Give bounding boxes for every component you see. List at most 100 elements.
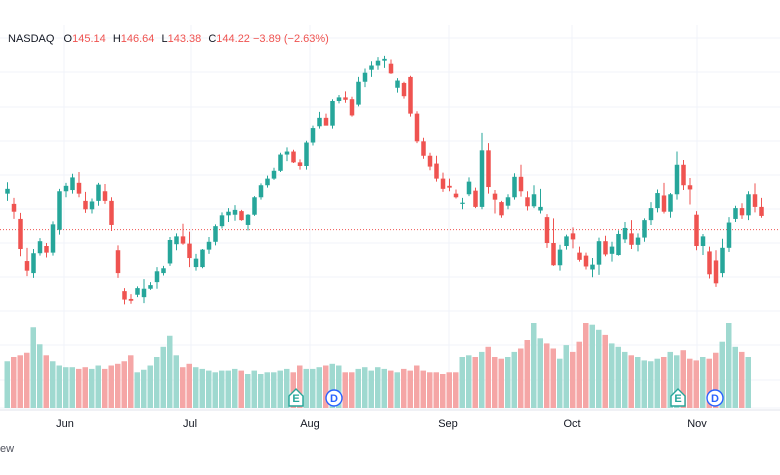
earnings-icon[interactable]: E xyxy=(670,388,686,407)
volume-bar xyxy=(641,360,647,408)
x-axis-label: Sep xyxy=(438,418,458,430)
candle-body xyxy=(44,246,49,253)
candle-body xyxy=(375,60,381,66)
volume-bar xyxy=(394,372,400,408)
candle-body xyxy=(661,195,667,212)
candle xyxy=(336,94,342,104)
candle-body xyxy=(759,206,764,216)
candle-body xyxy=(63,185,69,192)
candle-body xyxy=(577,252,582,260)
candle xyxy=(473,187,478,209)
candle-body xyxy=(258,185,264,198)
volume-bar xyxy=(245,374,251,408)
volume-bar xyxy=(648,361,654,408)
candle-body xyxy=(135,288,140,295)
volume-bar xyxy=(368,370,374,408)
candle-body xyxy=(187,243,192,259)
candle xyxy=(427,152,433,171)
x-axis-label: Aug xyxy=(300,418,320,430)
candle xyxy=(551,218,556,266)
volume-bar xyxy=(180,367,186,408)
candle-body xyxy=(239,211,244,221)
candle-body xyxy=(154,271,160,283)
candle-body xyxy=(356,81,361,105)
candle-body xyxy=(486,150,491,188)
candle-body xyxy=(148,285,153,289)
volume-bar xyxy=(518,348,524,408)
high-value: 146.64 xyxy=(120,33,155,45)
candle-body xyxy=(323,117,329,126)
candle xyxy=(674,151,680,200)
change-value: −3.89 (−2.63%) xyxy=(253,33,329,45)
volume-bar xyxy=(232,368,238,408)
candle xyxy=(570,227,576,249)
x-axis-label: Jul xyxy=(183,418,197,430)
candle xyxy=(460,197,465,210)
volume-bar xyxy=(167,335,173,408)
candle-body xyxy=(336,97,342,101)
candle-body xyxy=(395,80,400,88)
dividend-icon[interactable]: D xyxy=(325,389,343,407)
candle-body xyxy=(518,176,524,192)
candle-body xyxy=(622,227,628,240)
volume-bar xyxy=(661,357,667,408)
candle xyxy=(486,143,491,194)
volume-bar xyxy=(329,363,335,408)
candle xyxy=(577,246,582,262)
candle xyxy=(408,75,413,117)
volume-bar xyxy=(11,357,17,408)
volume-bar xyxy=(310,368,316,408)
candle xyxy=(479,132,485,210)
candle xyxy=(219,212,225,229)
volume-bar xyxy=(193,367,199,408)
candle-body xyxy=(460,202,465,204)
candle xyxy=(720,238,725,278)
candle-body xyxy=(525,197,530,207)
candle-body xyxy=(583,255,589,267)
low-value: 143.38 xyxy=(167,33,202,45)
candle xyxy=(102,184,108,204)
candle xyxy=(206,236,212,254)
candlesticks xyxy=(5,55,764,305)
x-axis-label: Nov xyxy=(687,418,707,430)
volume-bar xyxy=(251,370,257,408)
volume-bar xyxy=(336,365,342,408)
volume-bar xyxy=(264,372,270,408)
candle-body xyxy=(453,193,459,198)
candle xyxy=(382,55,387,68)
volume-bar xyxy=(24,352,30,408)
candle-body xyxy=(603,241,608,255)
candle-body xyxy=(330,101,335,126)
candle-body xyxy=(382,58,387,61)
candle-body xyxy=(531,194,537,207)
candle-body xyxy=(408,76,413,114)
dividend-marker-shape xyxy=(706,389,724,407)
candle xyxy=(44,243,49,258)
volume-bar xyxy=(121,361,127,408)
dividend-icon[interactable]: D xyxy=(706,389,724,407)
candle xyxy=(31,249,36,278)
volume-bar xyxy=(50,361,56,408)
volume-bar xyxy=(401,368,407,408)
candle-body xyxy=(83,200,88,210)
candle xyxy=(109,197,114,231)
candle xyxy=(733,205,738,222)
event-marker-letter: E xyxy=(674,393,681,405)
candle-body xyxy=(694,214,699,247)
candle xyxy=(752,183,758,213)
volume-bar xyxy=(440,374,446,408)
volume-bar xyxy=(37,344,43,408)
earnings-icon[interactable]: E xyxy=(288,388,304,407)
volume-bar xyxy=(316,367,322,408)
candle xyxy=(518,164,524,197)
candle xyxy=(544,214,550,248)
candle xyxy=(564,234,569,250)
candle-body xyxy=(245,214,251,225)
candle-body xyxy=(596,241,602,265)
candle xyxy=(447,178,452,192)
candle-body xyxy=(551,243,556,266)
candle xyxy=(538,188,543,214)
